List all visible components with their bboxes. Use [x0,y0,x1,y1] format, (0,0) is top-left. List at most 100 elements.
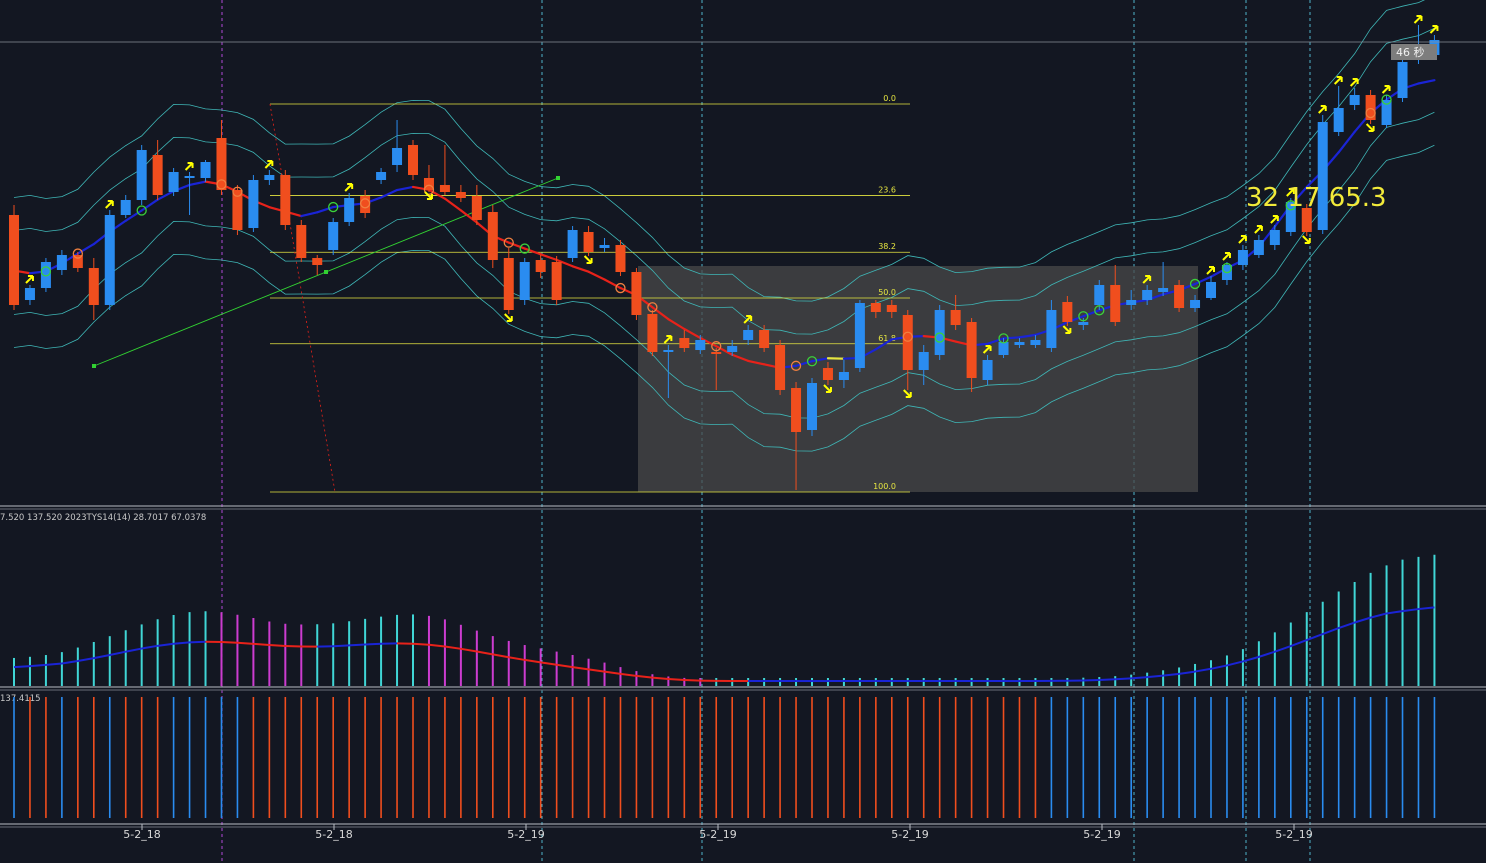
signal-arrow [264,160,274,169]
ma-segment [603,278,622,290]
candle-body [24,288,35,300]
candle-body [583,232,594,252]
fib-level-label: 23.6 [878,186,896,195]
signal-arrow [1142,275,1152,284]
candle-body [1397,62,1408,98]
signal-circle [232,186,243,197]
signal-circle [1221,262,1233,274]
time-axis: 5-2_18 5-2_18 5-2_19 5-2_19 5-2_19 5-2_19 5-2_… [123,824,1313,841]
ma-segment [443,197,462,212]
band-line [13,0,1426,302]
ma-segment [794,360,814,367]
candle-body [1158,288,1169,292]
ma-segment [810,357,830,363]
candle-body [902,315,913,370]
ma-segment [124,209,143,222]
trend-anchor [324,270,328,274]
osc-signal-segment [173,641,190,645]
ma-segment [459,209,478,224]
signal-arrow [424,191,433,200]
candle-body [72,255,83,268]
candle-body [631,272,642,315]
osc-signal-segment [349,643,366,647]
ma-segment [507,241,526,250]
fibonacci-retracement[interactable]: 0.0 23.6 38.2 50.0 61.8 100.0 [269,94,910,493]
candle-body [679,338,690,348]
candle-body [1269,230,1280,245]
signal-circle [790,360,802,371]
osc-signal-segment [13,665,31,669]
candle-body [104,215,115,305]
signal-arrow [903,389,912,398]
osc-signal-segment [1131,676,1148,680]
signal-circle [328,201,339,213]
time-tick-label: 5-2_19 [1083,828,1120,841]
candle-body [1110,285,1121,322]
candlesticks [9,25,1440,490]
osc-signal-segment [125,647,142,653]
signal-arrow [1254,225,1263,234]
osc-signal-segment [556,663,573,669]
osc-signal-segment [620,672,637,677]
candle-body [9,215,19,305]
osc-signal-segment [93,653,110,660]
osc-signal-segment [1338,621,1355,630]
osc-signal-segment [540,661,557,666]
candle-body [727,346,738,352]
signal-arrow [1286,188,1295,197]
signal-circle [615,282,626,294]
osc-signal-segment [492,653,509,659]
osc-signal-segment [269,643,286,647]
signal-arrow [743,315,753,324]
osc-signal-segment [1210,664,1228,670]
direction-label: 137.4115 [0,694,41,704]
osc-signal-segment [428,643,446,648]
oscillator-histogram [13,554,1436,686]
candle-body [791,388,802,432]
signal-circle [40,266,52,277]
osc-signal-segment [29,663,46,668]
signal-circle [423,184,435,195]
signal-circle [136,205,147,216]
signal-arrow [1413,15,1423,24]
ma-segment [731,353,750,362]
osc-signal-segment [444,645,462,650]
candle-body [711,352,722,354]
osc-signal-segment [604,670,621,675]
ma-segment [571,265,590,273]
candle-body [1285,202,1296,232]
ma-segment [555,258,574,268]
candle-body [870,303,881,312]
signal-circle [503,237,514,248]
ma-segment [395,185,415,192]
candle-body [152,155,163,195]
candle-body [312,258,323,265]
candle-body [360,196,371,213]
osc-signal-segment [1178,670,1196,675]
ma-segment [1082,309,1101,318]
candle-body [1062,302,1073,322]
signal-arrow [823,384,832,393]
signal-arrow [184,162,194,171]
candle-body [567,230,578,258]
osc-signal-segment [285,644,302,648]
ma-segment [1002,336,1021,340]
band-line [13,27,1435,335]
time-tick-label: 5-2_19 [1275,828,1312,841]
signal-markers [25,15,1439,398]
price-readout: 32 17 65.3 [1246,183,1387,213]
countdown-badge [1391,44,1437,60]
signal-arrow [1381,85,1391,94]
ma-segment [76,243,95,255]
ma-segment [651,306,670,321]
signal-arrow [1302,235,1311,244]
candle-body [1174,285,1185,308]
osc-signal-segment [1274,645,1292,653]
osc-signal-segment [77,657,94,662]
osc-signal-segment [572,666,589,671]
signal-circle [998,333,1009,344]
candle-body [838,372,849,380]
time-tick-label: 5-2_18 [123,828,160,841]
candle-body [264,175,275,180]
